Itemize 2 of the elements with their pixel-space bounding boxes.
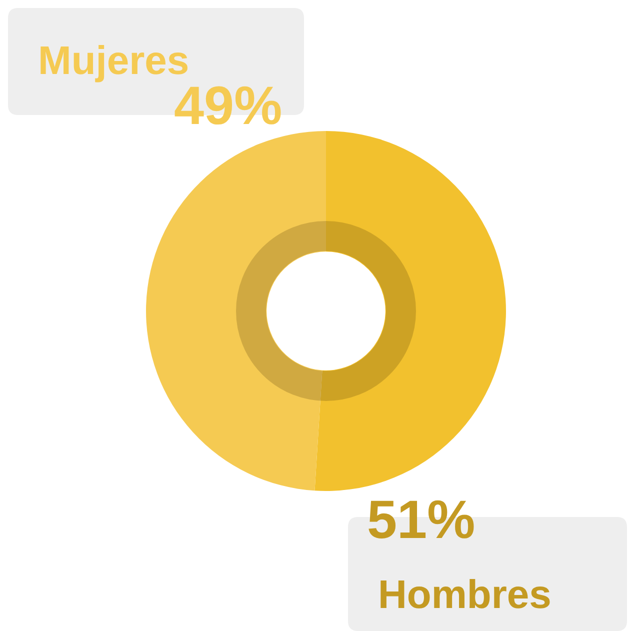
slice-label: Hombres [378,573,552,617]
data-label: 51% [367,490,476,550]
